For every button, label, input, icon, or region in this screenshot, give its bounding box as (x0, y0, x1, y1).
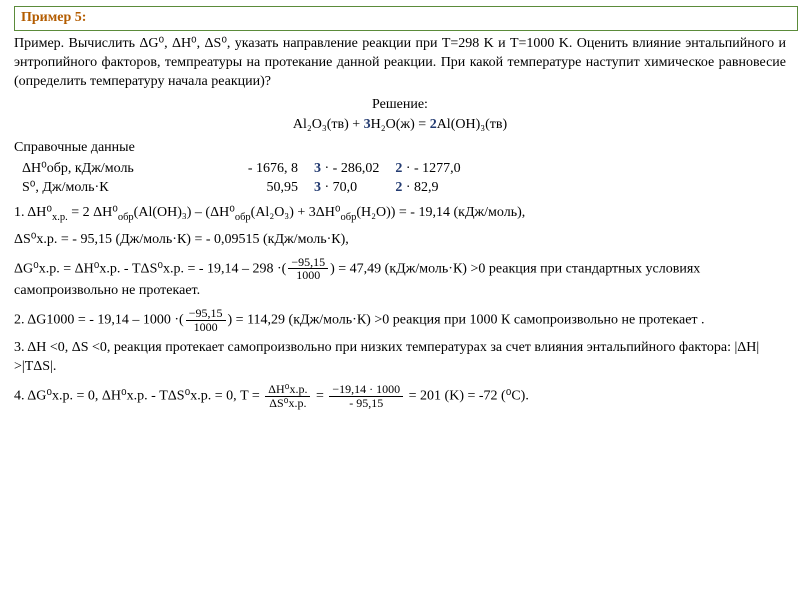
step-4: 4. ΔG⁰х.р. = 0, ΔH⁰х.р. - TΔS⁰х.р. = 0, … (14, 383, 786, 409)
fraction: −95,151000 (288, 256, 328, 282)
example-heading: Пример 5: (21, 10, 86, 25)
dG1000-tail: ) = 114,29 (кДж/моль·К) >0 реакция при 1… (228, 312, 705, 327)
example-heading-box: Пример 5: (14, 6, 798, 31)
step4-tail: = 201 (K) = -72 (⁰C). (405, 388, 529, 403)
reactant-2: H₂O(ж) (371, 117, 415, 132)
row-label: ΔH⁰обр, кДж/моль (14, 160, 200, 179)
step-1-dH: 1. ΔH⁰х.р. = 2 ΔH⁰обр(Al(OH)₃) – (ΔH⁰обр… (14, 204, 786, 225)
coef-cell: 3 (314, 161, 321, 176)
reference-data-table: ΔH⁰обр, кДж/моль - 1676, 8 3 · - 286,02 … (14, 160, 469, 198)
cell-value: - 286,02 (333, 161, 380, 176)
cell-value: - 1676, 8 (200, 160, 306, 179)
fraction: −95,151000 (186, 307, 226, 333)
cell-value: 82,9 (414, 180, 439, 195)
coef-2: 2 (430, 117, 437, 132)
coef-1: 3 (364, 117, 371, 132)
step4-lead: 4. ΔG⁰х.р. = 0, ΔH⁰х.р. - TΔS⁰х.р. = 0, … (14, 388, 263, 403)
fraction: ΔH⁰х.р.ΔS⁰х.р. (265, 383, 310, 409)
fraction: −19,14 · 1000- 95,15 (329, 383, 403, 409)
problem-statement: Пример. Вычислить ΔG⁰, ΔH⁰, ΔS⁰, указать… (14, 35, 786, 92)
table-row: ΔH⁰обр, кДж/моль - 1676, 8 3 · - 286,02 … (14, 160, 469, 179)
refdata-title: Справочные данные (14, 139, 786, 158)
dG1000-lead: 2. ΔG1000 = - 19,14 – 1000 ·( (14, 312, 184, 327)
cell-value: 70,0 (333, 180, 358, 195)
step-dG1000: 2. ΔG1000 = - 19,14 – 1000 ·(−95,151000)… (14, 307, 786, 333)
coef-cell: 3 (314, 180, 321, 195)
cell-value: 50,95 (200, 179, 306, 198)
dG298-lead: ΔG⁰х.р. = ΔH⁰х.р. - TΔS⁰х.р. = - 19,14 –… (14, 261, 286, 276)
product-1: Al(OH)₃(тв) (437, 117, 507, 132)
step-dS: ΔS⁰х.р. = - 95,15 (Дж/моль·К) = - 0,0951… (14, 231, 786, 250)
solution-label: Решение: (14, 96, 786, 115)
coef-cell: 2 (395, 180, 402, 195)
reactant-1: Al₂O₃(тв) (293, 117, 349, 132)
reaction-equation: Al₂O₃(тв) + 3H₂O(ж) = 2Al(OH)₃(тв) (14, 116, 786, 135)
coef-cell: 2 (395, 161, 402, 176)
step-3: 3. ΔH <0, ΔS <0, реакция протекает самоп… (14, 339, 786, 377)
table-row: S⁰, Дж/моль·К 50,95 3 · 70,0 2 · 82,9 (14, 179, 469, 198)
cell-value: - 1277,0 (414, 161, 461, 176)
step-dG298: ΔG⁰х.р. = ΔH⁰х.р. - TΔS⁰х.р. = - 19,14 –… (14, 256, 786, 301)
row-label: S⁰, Дж/моль·К (14, 179, 200, 198)
